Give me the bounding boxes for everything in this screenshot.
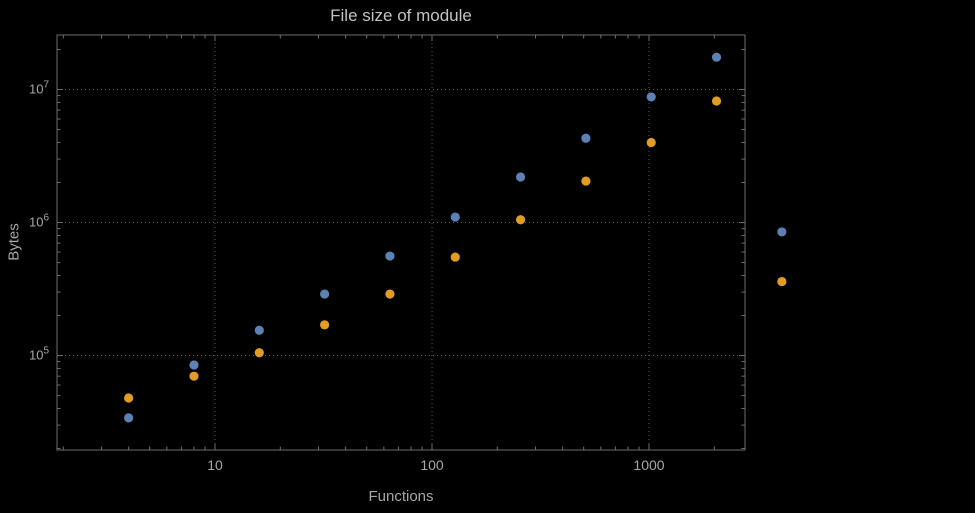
plot-frame <box>56 34 746 451</box>
data-point-blue <box>189 360 199 370</box>
chart-title: File size of module <box>330 6 472 25</box>
x-tick-label: 10 <box>207 457 223 473</box>
data-point-orange <box>385 289 395 299</box>
data-point-orange <box>515 215 526 225</box>
y-tick-label: 105 <box>29 346 49 363</box>
data-point-orange <box>646 137 656 148</box>
data-point-blue <box>124 413 134 423</box>
data-point-orange <box>254 348 264 358</box>
data-point-blue <box>450 212 460 222</box>
data-point-orange <box>711 96 722 106</box>
data-point-blue <box>385 251 395 261</box>
y-tick-label: 106 <box>29 213 49 230</box>
data-point-blue <box>581 133 591 143</box>
data-point-blue <box>711 52 722 62</box>
data-point-blue <box>646 92 656 102</box>
data-point-blue <box>254 325 264 335</box>
y-tick-label: 107 <box>29 80 49 97</box>
data-point-blue <box>777 227 787 237</box>
data-point-orange <box>581 176 591 186</box>
data-point-orange <box>189 371 199 381</box>
data-point-orange <box>777 276 787 287</box>
data-point-orange <box>124 393 134 403</box>
data-point-orange <box>320 320 330 330</box>
x-tick-label: 1000 <box>633 457 664 473</box>
data-point-blue <box>320 289 330 299</box>
x-tick-label: 100 <box>420 457 444 473</box>
data-point-blue <box>515 172 526 182</box>
data-point-orange <box>450 252 460 262</box>
y-axis-label: Bytes <box>5 223 23 261</box>
x-axis-label: Functions <box>368 488 434 505</box>
